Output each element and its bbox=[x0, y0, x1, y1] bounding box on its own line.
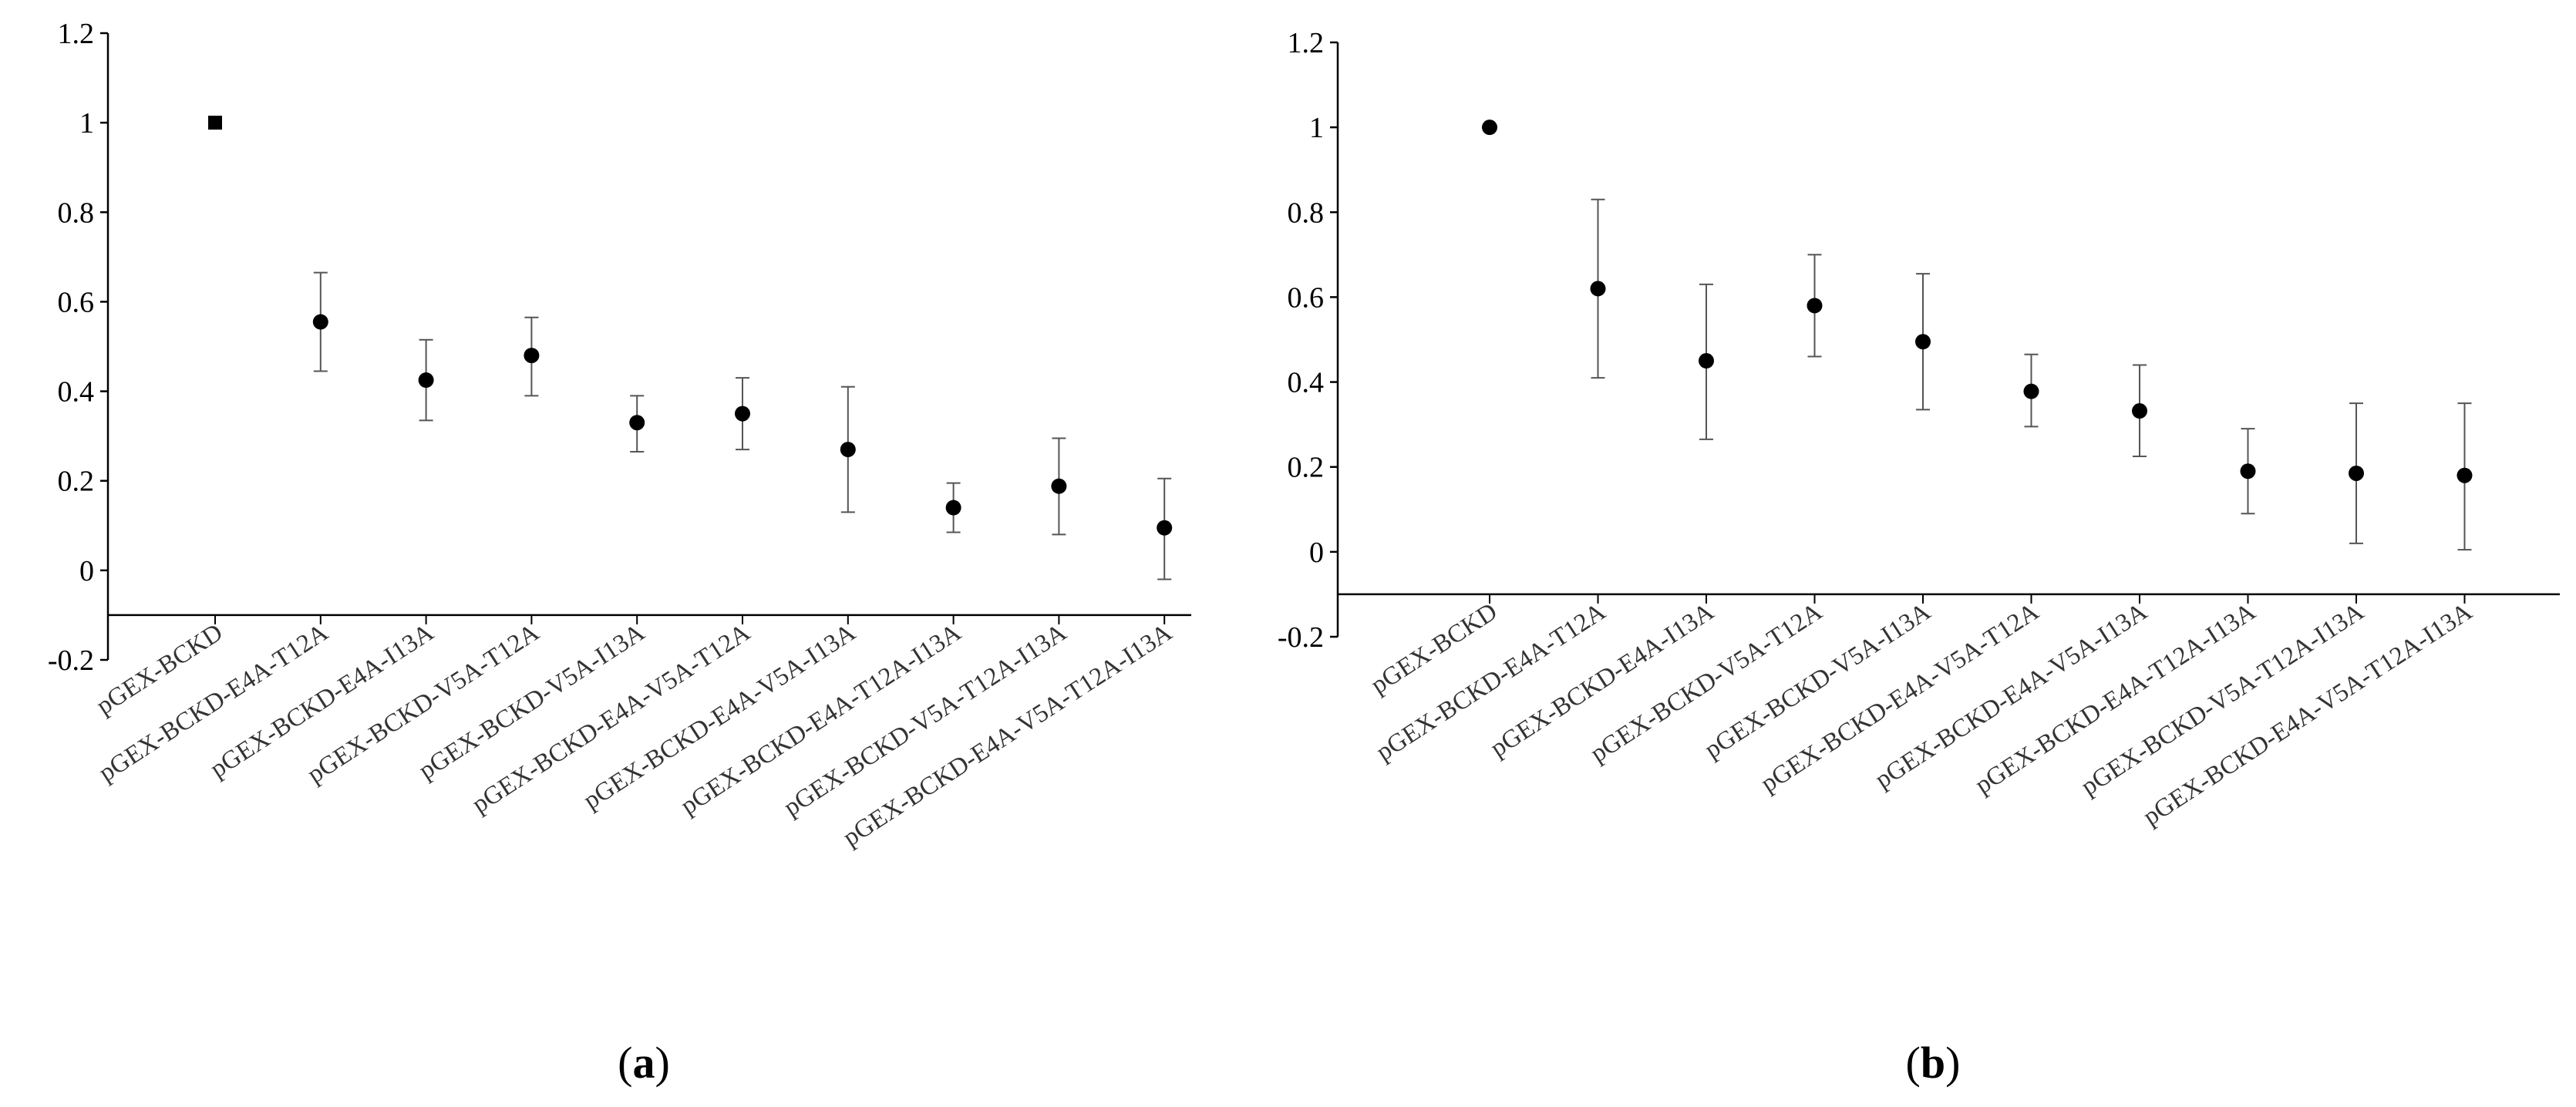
panel-a-data-point bbox=[735, 405, 750, 422]
panel-b-data-point bbox=[1807, 298, 1823, 314]
panel-a-y-tick-label: 0.8 bbox=[58, 197, 95, 229]
panel-a-data-point bbox=[208, 116, 222, 130]
panel-b-label-letter: b bbox=[1921, 1038, 1945, 1088]
panel-a-y-tick-label: 0.2 bbox=[58, 466, 95, 498]
panel-a-y-tick-label: 0.4 bbox=[58, 376, 95, 409]
panel-b-label: (b) bbox=[1906, 1038, 1961, 1088]
panel-a-data-point bbox=[840, 442, 856, 458]
panel-a-data-point bbox=[629, 415, 645, 431]
panel-a-y-tick-label: 1 bbox=[79, 107, 94, 140]
panel-b-y-tick-label: 1 bbox=[1309, 112, 1324, 144]
panel-b-y-tick-label: 0.4 bbox=[1288, 367, 1325, 399]
panel-a-data-point bbox=[1157, 520, 1173, 536]
panel-b-y-tick-label: 0.6 bbox=[1288, 281, 1325, 314]
panel-a-y-tick-label: 0 bbox=[79, 555, 94, 587]
panel-a-data-point bbox=[312, 314, 328, 330]
panel-b-data-point bbox=[1590, 281, 1606, 297]
panel-b-data-point bbox=[2240, 463, 2256, 479]
panel-a-y-tick-label: 0.6 bbox=[58, 286, 95, 318]
panel-b-y-tick-label: 0 bbox=[1309, 537, 1324, 569]
panel-b-data-point bbox=[1699, 353, 1714, 369]
panel-b-data-point bbox=[2132, 403, 2147, 419]
panel-a-data-point bbox=[524, 348, 540, 364]
panel-a-chart: 1.210.80.60.40.20-0.2pGEX-BCKDpGEX-BCKD-… bbox=[48, 18, 1191, 1088]
panel-a-data-point bbox=[418, 372, 434, 389]
panel-a-label-letter: a bbox=[633, 1038, 655, 1088]
panel-b-y-tick-label: 0.8 bbox=[1288, 197, 1325, 229]
panel-b-data-point bbox=[2023, 383, 2039, 399]
panel-b-data-point bbox=[1482, 119, 1497, 136]
panel-b-y-tick-label: 0.2 bbox=[1288, 452, 1325, 484]
panel-b-data-point bbox=[2349, 465, 2364, 481]
panel-b-y-tick-label: 1.2 bbox=[1288, 27, 1325, 59]
panel-b-y-tick-label: -0.2 bbox=[1278, 621, 1324, 654]
panel-b-data-point bbox=[1915, 334, 1931, 350]
panel-a-label: (a) bbox=[618, 1038, 670, 1088]
panel-b-data-point bbox=[2456, 467, 2473, 483]
panel-a-y-tick-label: 1.2 bbox=[58, 18, 95, 50]
panel-a-y-tick-label: -0.2 bbox=[48, 644, 94, 677]
panel-b-chart: 1.210.80.60.40.20-0.2 pGEX-BCKDpGEX-BCKD-… bbox=[1278, 27, 2560, 1088]
panel-a-data-point bbox=[945, 500, 961, 516]
panel-a-data-point bbox=[1051, 478, 1067, 494]
